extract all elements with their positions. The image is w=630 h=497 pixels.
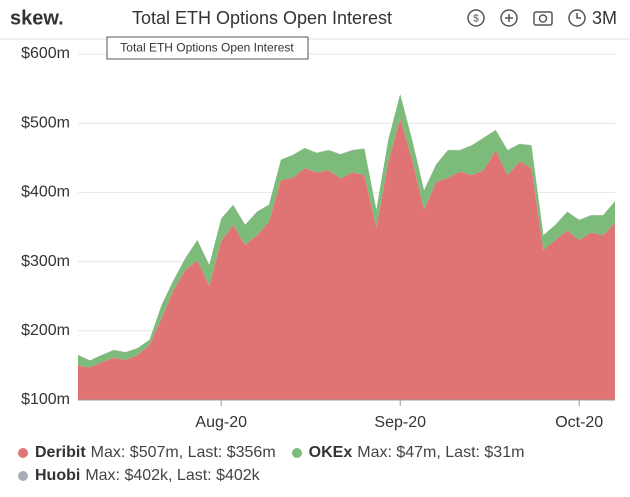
x-tick-label: Aug-20 (195, 414, 247, 431)
x-tick-label: Sep-20 (374, 414, 426, 431)
x-tick-label: Oct-20 (555, 414, 603, 431)
area (78, 94, 615, 368)
y-tick-label: $200m (21, 322, 70, 339)
legend-swatch (18, 447, 28, 458)
clock-icon[interactable] (568, 9, 586, 27)
tooltip: Total ETH Options Open Interest (120, 41, 294, 55)
tooltip-box (106, 36, 309, 60)
currency-icon[interactable] (467, 9, 485, 27)
legend-item[interactable]: Deribit Max: $507m, Last: $356m (14, 441, 276, 464)
legend: Deribit Max: $507m, Last: $356m OKEx Max: $… (14, 441, 614, 487)
y-tick-label: $400m (21, 184, 70, 201)
legend-label: Huobi (35, 466, 81, 484)
legend-summary: Max: $507m, Last: $356m (90, 443, 276, 461)
legend-swatch (18, 470, 28, 481)
legend-summary: Max: $47m, Last: $31m (357, 443, 525, 461)
y-tick-label: $300m (21, 253, 70, 270)
camera-icon[interactable] (533, 11, 553, 26)
y-tick-label: $500m (21, 114, 70, 131)
area (78, 118, 615, 400)
chart: skew. Total ETH Options Open Interest $ … (0, 7, 630, 431)
legend-item[interactable]: OKEx Max: $47m, Last: $31m (288, 441, 525, 464)
legend-summary: Max: $402k, Last: $402k (85, 466, 260, 484)
legend-swatch (291, 447, 302, 458)
range-button[interactable]: 3M (592, 8, 617, 28)
legend-item[interactable]: Huobi Max: $402k, Last: $402k (14, 464, 260, 487)
logo: skew. (10, 7, 64, 29)
y-tick-label: $100m (21, 391, 70, 408)
chart-title: Total ETH Options Open Interest (132, 8, 392, 28)
add-icon[interactable] (500, 9, 518, 27)
dollar-glyph: $ (473, 14, 479, 25)
legend-label: OKEx (308, 443, 353, 461)
legend-label: Deribit (35, 443, 86, 461)
toolbar-icons[interactable] (467, 9, 586, 27)
y-tick-label: $600m (21, 45, 70, 62)
